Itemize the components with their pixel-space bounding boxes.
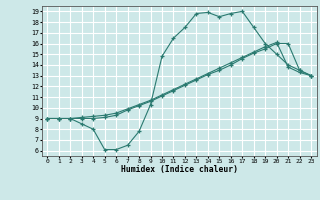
X-axis label: Humidex (Indice chaleur): Humidex (Indice chaleur): [121, 165, 238, 174]
